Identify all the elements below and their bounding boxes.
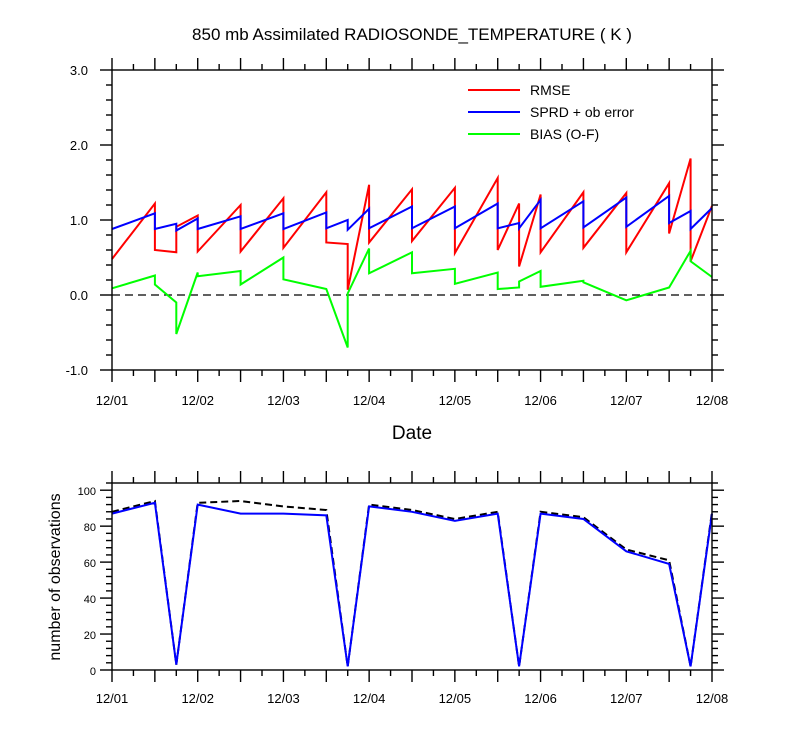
top-panel: 12/01 12/02 12/03 12/04 12/05 12/06 12/07 12/08… xyxy=(66,58,729,408)
top-series-bias-o-f xyxy=(111,247,713,348)
bottom-x-tick-label: 12/02 xyxy=(181,691,214,706)
chart-title: 850 mb Assimilated RADIOSONDE_TEMPERATUR… xyxy=(192,25,632,44)
bottom-y-axis-label: number of observations xyxy=(47,493,64,660)
bottom-x-tick-label: 12/07 xyxy=(610,691,643,706)
legend-label-rmse: RMSE xyxy=(530,82,570,98)
bottom-y-tick-label: 80 xyxy=(84,522,96,534)
bottom-y-tick-label: 20 xyxy=(84,630,96,642)
bottom-x-tick-label: 12/06 xyxy=(524,691,557,706)
top-y-tick-label: 1.0 xyxy=(70,213,88,228)
top-x-tick-label: 12/03 xyxy=(267,393,300,408)
top-x-tick-label: 12/04 xyxy=(353,393,386,408)
legend-label-sprd-ob-error: SPRD + ob error xyxy=(530,104,634,120)
bottom-x-tick-label: 12/08 xyxy=(696,691,729,706)
top-series-sprd-ob-error xyxy=(111,194,713,233)
bottom-series-assimilated-observations xyxy=(111,501,713,667)
bottom-y-tick-label: 60 xyxy=(84,558,96,570)
top-y-tick-label: 0.0 xyxy=(70,288,88,303)
bottom-y-tick-label: 40 xyxy=(84,594,96,606)
top-x-tick-label: 12/02 xyxy=(181,393,214,408)
legend-label-bias-o-f: BIAS (O-F) xyxy=(530,126,599,142)
top-x-tick-label: 12/06 xyxy=(524,393,557,408)
bottom-panel: 12/01 12/02 12/03 12/04 12/05 12/06 12/07 12/08… xyxy=(78,471,729,706)
top-x-tick-label: 12/08 xyxy=(696,393,729,408)
top-legend: RMSE SPRD + ob error BIAS (O-F) xyxy=(468,82,634,142)
top-x-tick-label: 12/07 xyxy=(610,393,643,408)
bottom-y-tick-label: 0 xyxy=(90,666,96,678)
top-y-tick-label: 3.0 xyxy=(70,63,88,78)
top-x-axis-label: Date xyxy=(392,423,432,444)
top-y-tick-label: -1.0 xyxy=(66,363,88,378)
top-x-tick-label: 12/05 xyxy=(439,393,472,408)
bottom-x-tick-label: 12/01 xyxy=(96,691,129,706)
bottom-x-tick-label: 12/04 xyxy=(353,691,386,706)
bottom-x-tick-label: 12/05 xyxy=(439,691,472,706)
bottom-y-tick-label: 100 xyxy=(78,486,96,498)
top-y-tick-label: 2.0 xyxy=(70,138,88,153)
top-x-tick-label: 12/01 xyxy=(96,393,129,408)
bottom-series-possible-observations xyxy=(111,499,713,667)
bottom-x-tick-label: 12/03 xyxy=(267,691,300,706)
